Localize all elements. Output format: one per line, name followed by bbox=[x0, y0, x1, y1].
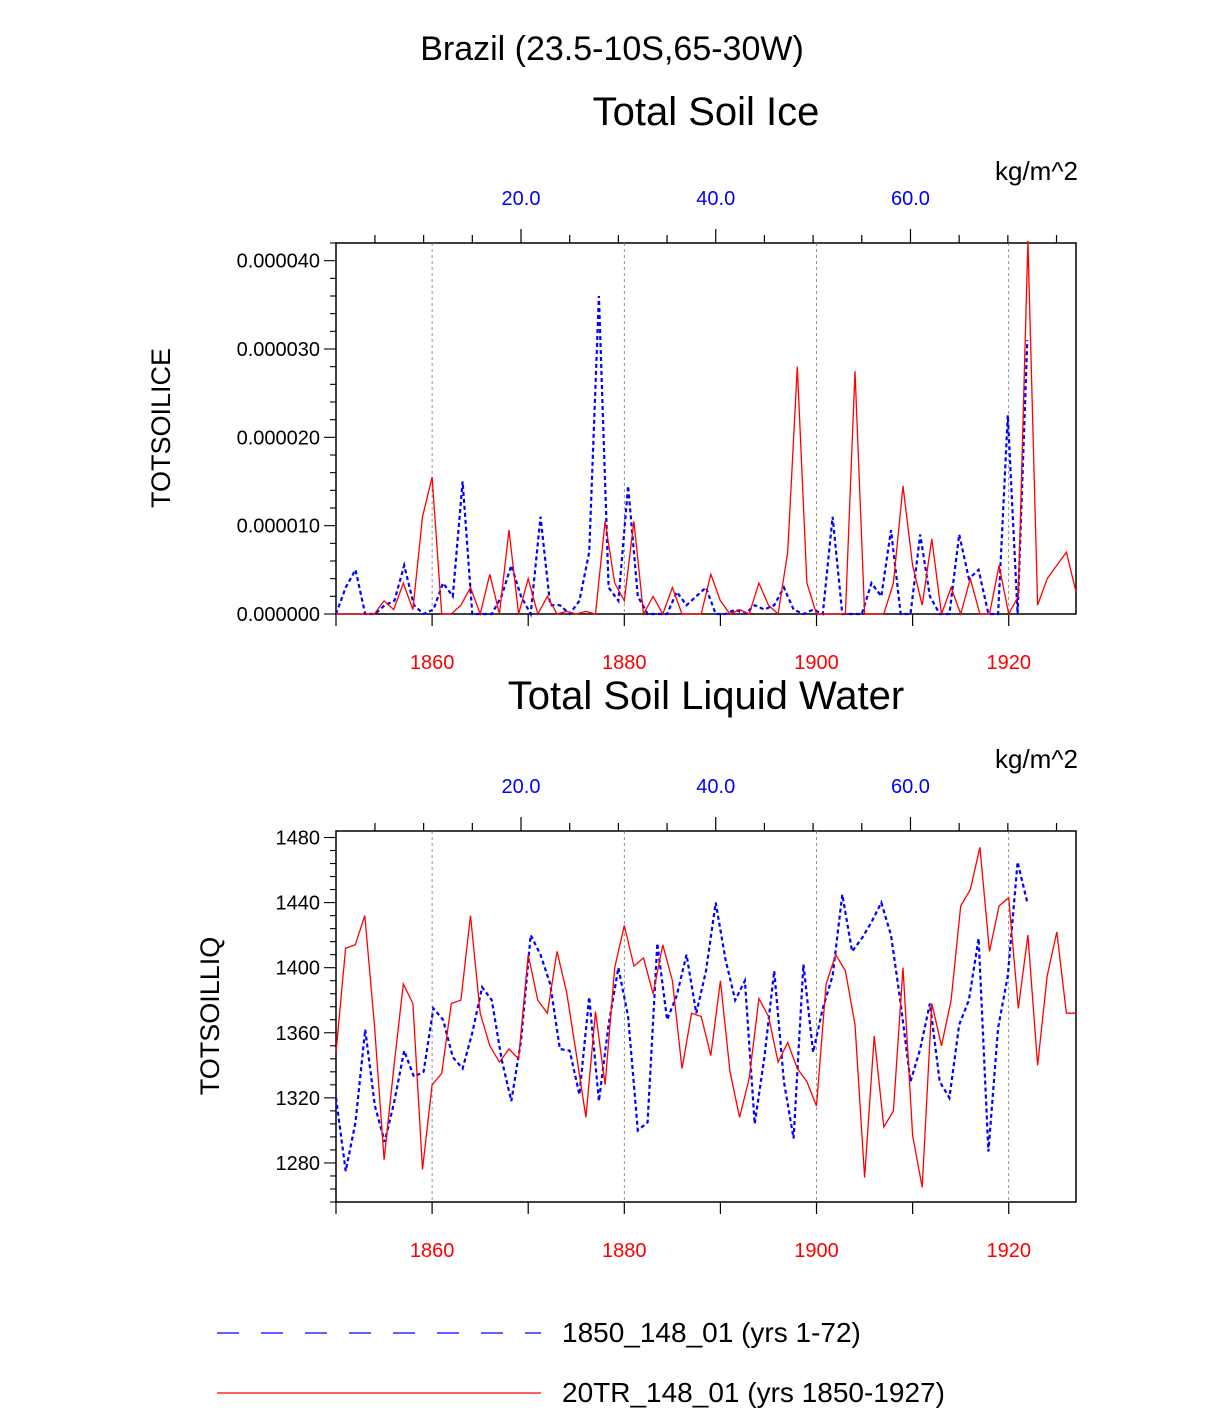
figure-title: Brazil (23.5-10S,65-30W) bbox=[420, 30, 804, 68]
top-x-tick-label: 20.0 bbox=[502, 776, 541, 798]
panel-1-title: Total Soil Ice bbox=[593, 90, 820, 134]
series-line-1850-148-01 bbox=[334, 295, 1029, 618]
bottom-x-tick-labels: 1860 1880 1900 1920 bbox=[410, 652, 1031, 674]
grid-lines bbox=[431, 243, 1010, 614]
series-line-1850-148-01 bbox=[334, 861, 1029, 1172]
bottom-x-tick-label: 1880 bbox=[602, 652, 647, 674]
top-x-tick-label: 60.0 bbox=[891, 776, 930, 798]
bottom-x-tick-label: 1860 bbox=[410, 1240, 455, 1262]
y-tick-label: 0.000030 bbox=[237, 339, 320, 361]
bottom-x-tick-label: 1920 bbox=[986, 652, 1031, 674]
y-tick-label: 1440 bbox=[276, 893, 321, 915]
panel-2-title: Total Soil Liquid Water bbox=[508, 674, 904, 718]
panel-total-soil-ice: TOTSOILICE 0.000000 0.000010 0.000020 0.… bbox=[146, 188, 1077, 674]
grid-lines bbox=[431, 831, 1010, 1202]
bottom-x-tick-labels: 1860 1880 1900 1920 bbox=[410, 1240, 1031, 1262]
axis-ticks bbox=[324, 817, 1058, 1214]
y-tick-label: 1360 bbox=[276, 1023, 321, 1045]
axis-ticks bbox=[324, 229, 1058, 626]
legend: 1850_148_01 (yrs 1-72) 20TR_148_01 (yrs … bbox=[217, 1317, 945, 1408]
series-line-20tr-148-01 bbox=[335, 847, 1076, 1188]
top-x-tick-label: 20.0 bbox=[502, 188, 541, 210]
y-tick-labels: 1280 1320 1360 1400 1440 1480 bbox=[276, 828, 321, 1175]
y-axis-label: TOTSOILICE bbox=[146, 348, 176, 508]
y-tick-label: 1320 bbox=[276, 1088, 321, 1110]
legend-label-20tr-148-01: 20TR_148_01 (yrs 1850-1927) bbox=[562, 1377, 945, 1408]
y-tick-label: 0.000040 bbox=[237, 251, 320, 273]
top-x-tick-labels: 20.0 40.0 60.0 bbox=[502, 188, 930, 210]
y-tick-label: 1400 bbox=[276, 958, 321, 980]
y-tick-label: 1280 bbox=[276, 1153, 321, 1175]
top-x-tick-label: 40.0 bbox=[696, 188, 735, 210]
bottom-x-tick-label: 1860 bbox=[410, 652, 455, 674]
bottom-x-tick-label: 1900 bbox=[794, 1240, 839, 1262]
top-x-tick-label: 60.0 bbox=[891, 188, 930, 210]
panel-2-units: kg/m^2 bbox=[995, 744, 1078, 774]
bottom-x-tick-label: 1900 bbox=[794, 652, 839, 674]
panel-1-units: kg/m^2 bbox=[995, 156, 1078, 186]
plot-frame bbox=[335, 830, 1077, 1203]
y-axis-label: TOTSOILLIQ bbox=[195, 937, 225, 1096]
y-tick-label: 0.000020 bbox=[237, 427, 320, 449]
y-tick-labels: 0.000000 0.000010 0.000020 0.000030 0.00… bbox=[237, 251, 320, 626]
y-tick-label: 0.000010 bbox=[237, 516, 320, 538]
y-tick-label: 0.000000 bbox=[237, 604, 320, 626]
bottom-x-tick-label: 1920 bbox=[986, 1240, 1031, 1262]
y-tick-label: 1480 bbox=[276, 828, 321, 850]
plot-frame bbox=[335, 242, 1077, 615]
legend-label-1850-148-01: 1850_148_01 (yrs 1-72) bbox=[562, 1317, 861, 1348]
top-x-tick-labels: 20.0 40.0 60.0 bbox=[502, 776, 930, 798]
top-x-tick-label: 40.0 bbox=[696, 776, 735, 798]
bottom-x-tick-label: 1880 bbox=[602, 1240, 647, 1262]
series-line-20tr-148-01 bbox=[336, 240, 1077, 617]
panel-total-soil-liquid-water: TOTSOILLIQ 1280 1320 1360 1400 1440 1480… bbox=[195, 776, 1077, 1262]
